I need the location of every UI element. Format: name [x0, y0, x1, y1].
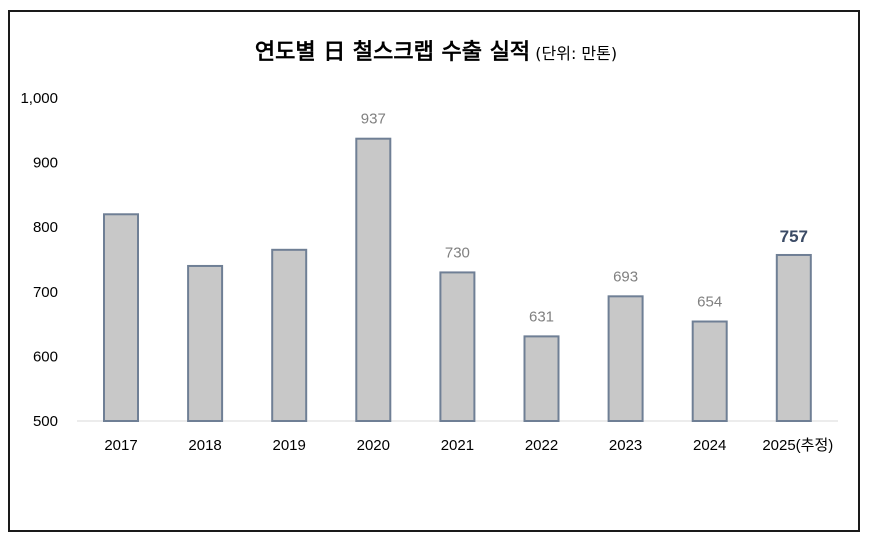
bar-2021 [439, 271, 476, 423]
x-tick-label: 2018 [188, 437, 221, 454]
bar-2019 [271, 248, 308, 422]
bar-2023 [607, 295, 644, 422]
data-label: 631 [529, 308, 554, 325]
y-tick-label: 600 [33, 348, 58, 365]
chart-frame [8, 10, 860, 532]
chart-unit-note: (단위: 만톤) [535, 44, 618, 63]
x-tick-label: 2023 [609, 437, 642, 454]
x-tick-label: 2017 [104, 437, 137, 454]
bar-2020 [355, 137, 392, 422]
bar-2022 [523, 335, 560, 422]
bar-2025(추정) [775, 253, 812, 422]
bars [103, 137, 812, 423]
data-labels: 937 730 631 693 654 757 [361, 111, 808, 326]
y-tick-label: 500 [33, 413, 58, 430]
chart-title-text: 연도별 日 철스크랩 수출 실적 [254, 40, 531, 65]
bar-2024 [691, 320, 728, 422]
chart-title: 연도별 日 철스크랩 수출 실적 (단위: 만톤) [0, 34, 872, 66]
x-tick-label: 2022 [525, 437, 558, 454]
y-tick-label: 800 [33, 219, 58, 236]
data-label: 757 [780, 227, 808, 246]
x-axis: 2017 2018 2019 2020 2021 2022 2023 2024 2025(추정) [104, 437, 833, 454]
y-axis: 500 600 700 800 900 1,000 [20, 90, 58, 430]
y-tick-label: 1,000 [20, 90, 58, 107]
bar-2017 [103, 213, 139, 422]
data-label: 654 [697, 294, 722, 311]
bar-2018 [187, 264, 224, 422]
x-tick-label: 2024 [693, 437, 726, 454]
data-label: 693 [613, 268, 638, 285]
x-tick-label: 2021 [441, 437, 474, 454]
y-tick-label: 700 [33, 284, 58, 301]
y-tick-label: 900 [33, 155, 58, 172]
data-label: 730 [445, 244, 470, 261]
x-tick-label: 2025(추정) [762, 437, 833, 454]
x-tick-label: 2020 [357, 437, 390, 454]
data-label: 937 [361, 111, 386, 128]
x-tick-label: 2019 [273, 437, 306, 454]
